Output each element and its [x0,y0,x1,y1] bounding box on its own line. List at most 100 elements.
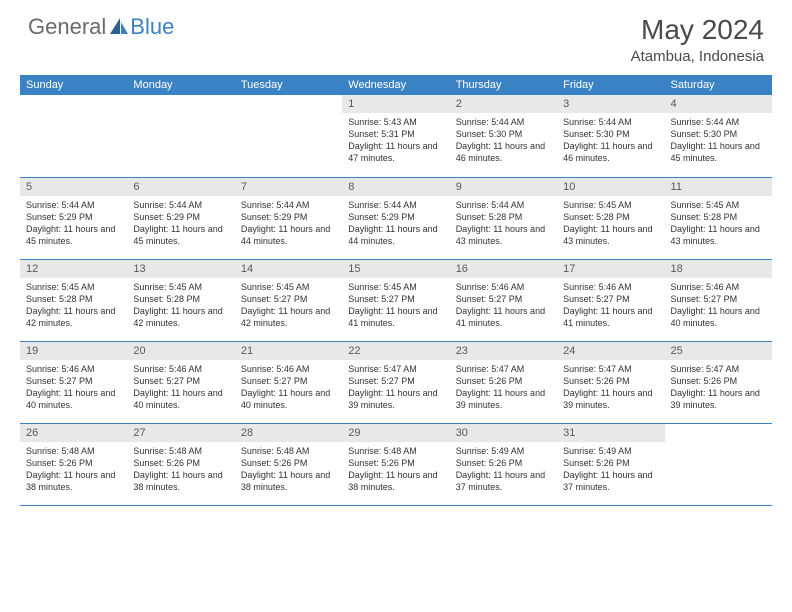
day-data: Sunrise: 5:44 AMSunset: 5:30 PMDaylight:… [665,113,772,168]
calendar-day-cell: 24Sunrise: 5:47 AMSunset: 5:26 PMDayligh… [557,341,664,423]
sail-icon [110,18,128,34]
calendar-day-cell: 7Sunrise: 5:44 AMSunset: 5:29 PMDaylight… [235,177,342,259]
day-number: 7 [235,178,342,196]
day-number: 22 [342,342,449,360]
calendar-day-cell: 4Sunrise: 5:44 AMSunset: 5:30 PMDaylight… [665,95,772,177]
day-number: 2 [450,95,557,113]
calendar-week-row: 19Sunrise: 5:46 AMSunset: 5:27 PMDayligh… [20,341,772,423]
day-data: Sunrise: 5:45 AMSunset: 5:27 PMDaylight:… [235,278,342,333]
day-number: 8 [342,178,449,196]
calendar-day-cell: 23Sunrise: 5:47 AMSunset: 5:26 PMDayligh… [450,341,557,423]
calendar-body: ...1Sunrise: 5:43 AMSunset: 5:31 PMDayli… [20,95,772,505]
day-data: Sunrise: 5:47 AMSunset: 5:27 PMDaylight:… [342,360,449,415]
day-number: 5 [20,178,127,196]
day-data: Sunrise: 5:47 AMSunset: 5:26 PMDaylight:… [450,360,557,415]
day-data: Sunrise: 5:44 AMSunset: 5:30 PMDaylight:… [450,113,557,168]
day-number: 11 [665,178,772,196]
day-number: 29 [342,424,449,442]
page-header: General Blue May 2024 Atambua, Indonesia [0,0,792,71]
day-number: 30 [450,424,557,442]
weekday-header: Monday [127,75,234,95]
day-data: Sunrise: 5:43 AMSunset: 5:31 PMDaylight:… [342,113,449,168]
calendar-day-cell: 2Sunrise: 5:44 AMSunset: 5:30 PMDaylight… [450,95,557,177]
day-data: Sunrise: 5:45 AMSunset: 5:28 PMDaylight:… [20,278,127,333]
calendar-day-cell: 14Sunrise: 5:45 AMSunset: 5:27 PMDayligh… [235,259,342,341]
calendar-day-cell: 31Sunrise: 5:49 AMSunset: 5:26 PMDayligh… [557,423,664,505]
day-data: Sunrise: 5:44 AMSunset: 5:29 PMDaylight:… [235,196,342,251]
day-number: 18 [665,260,772,278]
day-number: 10 [557,178,664,196]
calendar-day-cell: 30Sunrise: 5:49 AMSunset: 5:26 PMDayligh… [450,423,557,505]
weekday-header: Saturday [665,75,772,95]
day-data: Sunrise: 5:48 AMSunset: 5:26 PMDaylight:… [127,442,234,497]
calendar-day-cell: 15Sunrise: 5:45 AMSunset: 5:27 PMDayligh… [342,259,449,341]
calendar-day-cell: 16Sunrise: 5:46 AMSunset: 5:27 PMDayligh… [450,259,557,341]
brand-logo: General Blue [28,14,174,40]
month-title: May 2024 [631,14,764,46]
calendar-day-cell: 5Sunrise: 5:44 AMSunset: 5:29 PMDaylight… [20,177,127,259]
calendar-week-row: 5Sunrise: 5:44 AMSunset: 5:29 PMDaylight… [20,177,772,259]
day-data: Sunrise: 5:45 AMSunset: 5:27 PMDaylight:… [342,278,449,333]
calendar-day-cell: 13Sunrise: 5:45 AMSunset: 5:28 PMDayligh… [127,259,234,341]
calendar-day-cell: . [235,95,342,177]
location-label: Atambua, Indonesia [631,48,764,65]
calendar-day-cell: 20Sunrise: 5:46 AMSunset: 5:27 PMDayligh… [127,341,234,423]
calendar-day-cell: . [665,423,772,505]
day-data: Sunrise: 5:46 AMSunset: 5:27 PMDaylight:… [127,360,234,415]
calendar-day-cell: 1Sunrise: 5:43 AMSunset: 5:31 PMDaylight… [342,95,449,177]
day-number: 4 [665,95,772,113]
calendar-week-row: ...1Sunrise: 5:43 AMSunset: 5:31 PMDayli… [20,95,772,177]
calendar-day-cell: 18Sunrise: 5:46 AMSunset: 5:27 PMDayligh… [665,259,772,341]
day-data: Sunrise: 5:48 AMSunset: 5:26 PMDaylight:… [235,442,342,497]
weekday-header: Friday [557,75,664,95]
calendar-day-cell: 21Sunrise: 5:46 AMSunset: 5:27 PMDayligh… [235,341,342,423]
day-number: 9 [450,178,557,196]
day-data: Sunrise: 5:46 AMSunset: 5:27 PMDaylight:… [20,360,127,415]
day-data: Sunrise: 5:49 AMSunset: 5:26 PMDaylight:… [557,442,664,497]
calendar-day-cell: 19Sunrise: 5:46 AMSunset: 5:27 PMDayligh… [20,341,127,423]
day-data: Sunrise: 5:44 AMSunset: 5:29 PMDaylight:… [342,196,449,251]
calendar-day-cell: 11Sunrise: 5:45 AMSunset: 5:28 PMDayligh… [665,177,772,259]
day-number: 23 [450,342,557,360]
day-number: 1 [342,95,449,113]
calendar-day-cell: 25Sunrise: 5:47 AMSunset: 5:26 PMDayligh… [665,341,772,423]
calendar-day-cell: 27Sunrise: 5:48 AMSunset: 5:26 PMDayligh… [127,423,234,505]
day-number: 25 [665,342,772,360]
calendar-day-cell: . [20,95,127,177]
day-data: Sunrise: 5:45 AMSunset: 5:28 PMDaylight:… [665,196,772,251]
day-number: 12 [20,260,127,278]
calendar-week-row: 12Sunrise: 5:45 AMSunset: 5:28 PMDayligh… [20,259,772,341]
brand-part1: General [28,14,106,40]
day-number: 24 [557,342,664,360]
weekday-header: Sunday [20,75,127,95]
day-data: Sunrise: 5:49 AMSunset: 5:26 PMDaylight:… [450,442,557,497]
day-data: Sunrise: 5:48 AMSunset: 5:26 PMDaylight:… [20,442,127,497]
calendar-day-cell: 26Sunrise: 5:48 AMSunset: 5:26 PMDayligh… [20,423,127,505]
brand-part2: Blue [130,14,174,40]
title-block: May 2024 Atambua, Indonesia [631,14,764,65]
day-number: 27 [127,424,234,442]
day-data: Sunrise: 5:46 AMSunset: 5:27 PMDaylight:… [557,278,664,333]
day-number: 20 [127,342,234,360]
calendar-day-cell: 8Sunrise: 5:44 AMSunset: 5:29 PMDaylight… [342,177,449,259]
weekday-header: Thursday [450,75,557,95]
day-number: 16 [450,260,557,278]
day-data: Sunrise: 5:47 AMSunset: 5:26 PMDaylight:… [665,360,772,415]
calendar-day-cell: 28Sunrise: 5:48 AMSunset: 5:26 PMDayligh… [235,423,342,505]
day-number: 19 [20,342,127,360]
day-data: Sunrise: 5:46 AMSunset: 5:27 PMDaylight:… [235,360,342,415]
calendar-day-cell: 3Sunrise: 5:44 AMSunset: 5:30 PMDaylight… [557,95,664,177]
day-number: 17 [557,260,664,278]
calendar-day-cell: 22Sunrise: 5:47 AMSunset: 5:27 PMDayligh… [342,341,449,423]
day-number: 21 [235,342,342,360]
calendar-head: SundayMondayTuesdayWednesdayThursdayFrid… [20,75,772,95]
day-number: 31 [557,424,664,442]
calendar-day-cell: 6Sunrise: 5:44 AMSunset: 5:29 PMDaylight… [127,177,234,259]
calendar-day-cell: 12Sunrise: 5:45 AMSunset: 5:28 PMDayligh… [20,259,127,341]
day-data: Sunrise: 5:48 AMSunset: 5:26 PMDaylight:… [342,442,449,497]
day-data: Sunrise: 5:45 AMSunset: 5:28 PMDaylight:… [557,196,664,251]
day-data: Sunrise: 5:46 AMSunset: 5:27 PMDaylight:… [450,278,557,333]
day-data: Sunrise: 5:44 AMSunset: 5:29 PMDaylight:… [127,196,234,251]
calendar-day-cell: . [127,95,234,177]
day-number: 6 [127,178,234,196]
